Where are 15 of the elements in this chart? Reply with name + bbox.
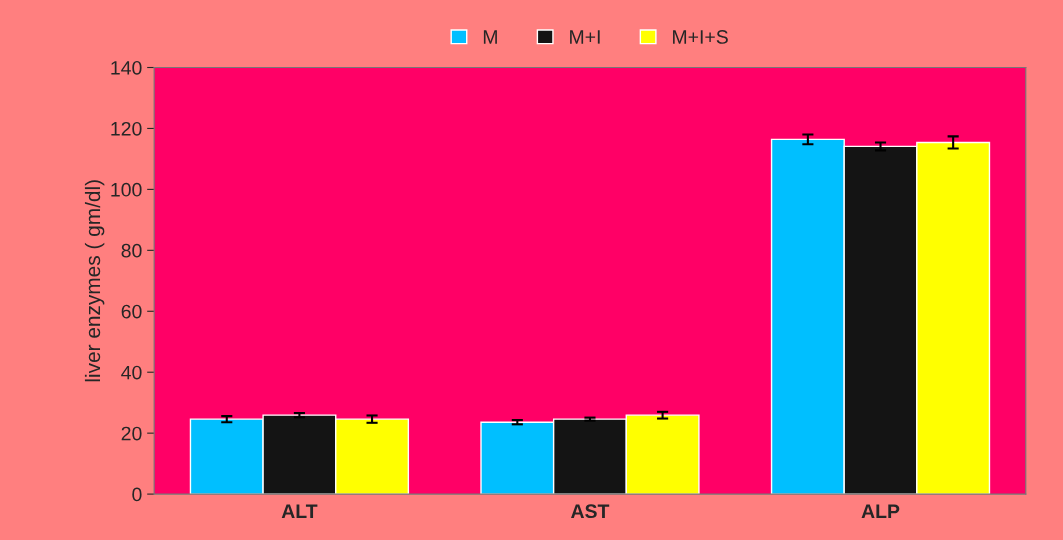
- legend-label: M: [483, 30, 497, 44]
- legend-label: M+I: [570, 30, 600, 44]
- x-tick-label: ALT: [281, 504, 318, 518]
- y-axis-title: liver enzymes ( gm/dl): [84, 180, 105, 382]
- y-tick-label: 0: [132, 487, 142, 502]
- y-tick-label: 120: [111, 121, 142, 136]
- y-tick-label: 60: [121, 304, 142, 319]
- y-tick-label: 40: [121, 365, 142, 380]
- legend-label: M+I+S: [673, 30, 728, 44]
- x-tick-label: ALP: [861, 504, 900, 518]
- y-tick-label: 100: [111, 182, 142, 197]
- y-tick-label: 140: [111, 60, 142, 75]
- y-tick-label: 20: [121, 426, 142, 441]
- y-tick-label: 80: [121, 243, 142, 258]
- x-tick-label: AST: [571, 504, 610, 519]
